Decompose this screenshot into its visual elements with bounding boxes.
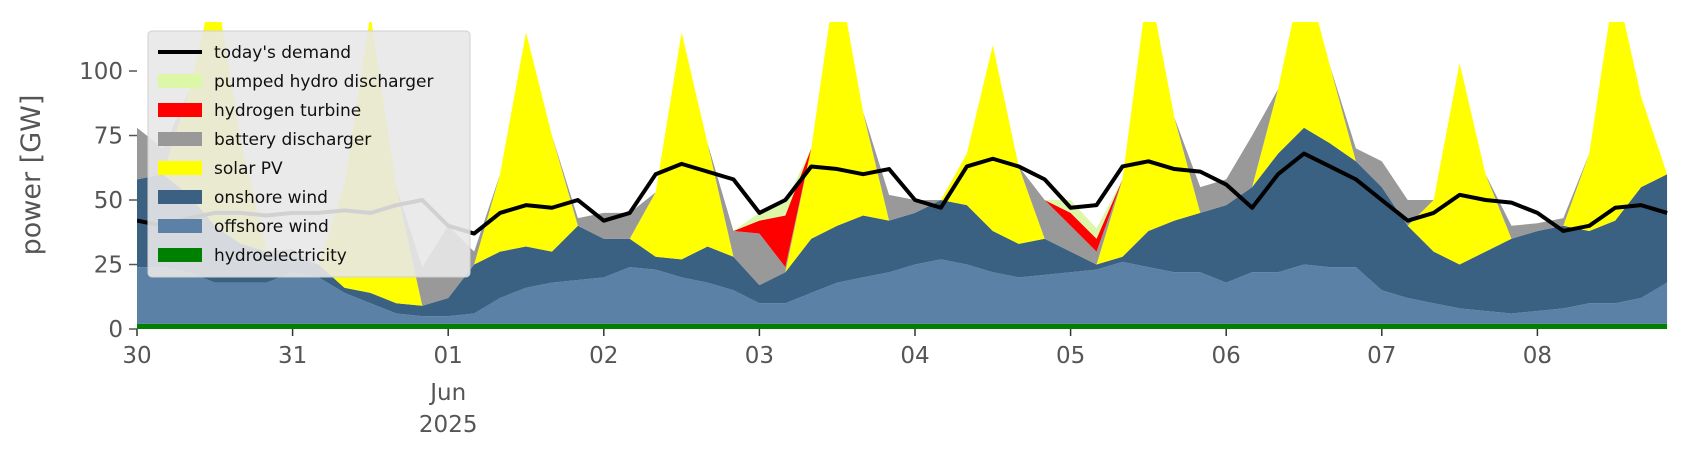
area	[137, 323, 1668, 329]
axes: 0 25 50 75 100 30 31 01 02 03 04 05 06 07 08	[79, 59, 1552, 369]
plot-area	[137, 22, 1668, 329]
x-tick-label: 01	[434, 343, 463, 369]
legend-label: today's demand	[214, 43, 351, 63]
legend-label: battery discharger	[214, 130, 371, 150]
y-tick-label: 75	[94, 124, 123, 150]
legend-box	[147, 30, 471, 278]
legend-label: solar PV	[214, 159, 283, 179]
x-tick-label: 04	[900, 343, 929, 369]
legend-swatch	[158, 103, 202, 117]
x-tick-label: 06	[1212, 343, 1241, 369]
legend-swatch	[158, 248, 202, 262]
y-axis-label: power [GW]	[16, 95, 47, 256]
x-tick-label: 08	[1523, 343, 1552, 369]
legend-swatch	[158, 190, 202, 204]
x-tick-label: 30	[122, 343, 151, 369]
legend: today's demand pumped hydro discharger hyd…	[147, 30, 471, 278]
x-tick-label: 05	[1056, 343, 1085, 369]
legend-label: offshore wind	[214, 217, 329, 237]
x-tick-label: 31	[278, 343, 307, 369]
legend-swatch	[158, 74, 202, 88]
y-tick-label: 100	[79, 59, 123, 85]
x-tick-label: 02	[589, 343, 618, 369]
y-tick-label: 50	[94, 188, 123, 214]
x-tick-label: 03	[745, 343, 774, 369]
area	[137, 127, 1668, 317]
area	[137, 22, 1668, 306]
y-tick-label: 0	[108, 317, 123, 343]
x-year-label: 2025	[419, 412, 478, 438]
area	[137, 22, 1668, 306]
x-tick-label: 07	[1367, 343, 1396, 369]
legend-swatch	[158, 161, 202, 175]
legend-label: onshore wind	[214, 188, 328, 208]
legend-label: hydrogen turbine	[214, 101, 361, 121]
y-tick-label: 25	[94, 253, 123, 279]
x-month-label: Jun	[428, 380, 466, 406]
legend-label: hydroelectricity	[214, 246, 347, 266]
legend-swatch	[158, 219, 202, 233]
area	[137, 259, 1668, 324]
legend-label: pumped hydro discharger	[214, 72, 433, 92]
legend-swatch	[158, 132, 202, 146]
